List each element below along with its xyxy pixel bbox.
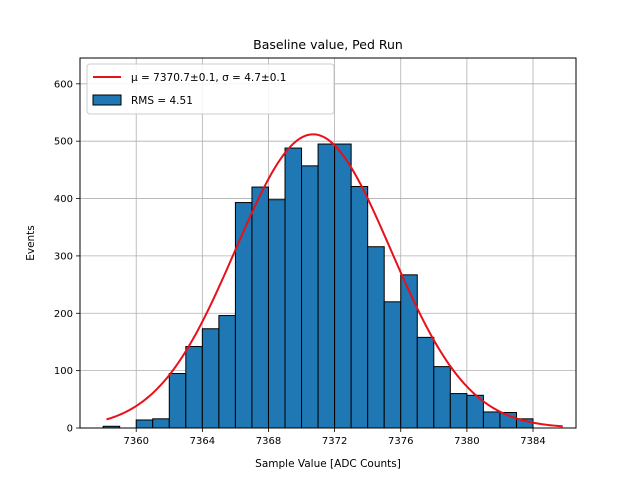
histogram-bar bbox=[400, 274, 418, 429]
legend-hist-swatch bbox=[92, 94, 122, 106]
y-tick-label: 200 bbox=[54, 309, 73, 320]
histogram-bar bbox=[350, 185, 369, 429]
histogram-bar bbox=[135, 419, 154, 429]
histogram-bar bbox=[251, 186, 269, 429]
histogram-bar bbox=[482, 411, 501, 429]
y-tick-label: 300 bbox=[54, 251, 73, 262]
chart-title: Baseline value, Ped Run bbox=[253, 37, 403, 52]
y-tick-label: 500 bbox=[54, 137, 73, 148]
histogram-bar bbox=[168, 373, 187, 429]
histogram-bars bbox=[102, 143, 534, 429]
x-tick-label: 7364 bbox=[190, 436, 215, 447]
x-tick-label: 7376 bbox=[388, 436, 413, 447]
histogram-bar bbox=[383, 301, 402, 429]
x-tick-label: 7372 bbox=[322, 436, 347, 447]
histogram-bar bbox=[218, 315, 236, 429]
gaussian-fit-curve bbox=[106, 133, 563, 428]
axis-ticks: 7360 7364 7368 7372 7376 7380 7384 0 100 200 300 40… bbox=[54, 79, 546, 447]
histogram-bar bbox=[152, 418, 170, 429]
histogram-bar bbox=[334, 143, 352, 429]
y-tick-label: 600 bbox=[54, 79, 73, 90]
histogram-bar bbox=[301, 165, 319, 429]
histogram-bar bbox=[284, 147, 303, 429]
legend-fit-label: μ = 7370.7±0.1, σ = 4.7±0.1 bbox=[131, 72, 286, 84]
legend: μ = 7370.7±0.1, σ = 4.7±0.1 RMS = 4.51 bbox=[86, 63, 335, 115]
x-tick-label: 7380 bbox=[454, 436, 479, 447]
legend-box bbox=[86, 63, 335, 115]
y-tick-label: 400 bbox=[54, 194, 73, 205]
histogram-bar bbox=[416, 336, 435, 429]
y-tick-label: 100 bbox=[54, 366, 73, 377]
x-tick-label: 7384 bbox=[520, 436, 545, 447]
legend-hist-label: RMS = 4.51 bbox=[131, 95, 193, 107]
x-tick-label: 7368 bbox=[256, 436, 281, 447]
histogram-bar bbox=[449, 393, 468, 429]
x-tick-label: 7360 bbox=[123, 436, 148, 447]
fit-curve-group bbox=[106, 133, 563, 428]
histogram-bar bbox=[433, 366, 451, 429]
plot-frame bbox=[79, 57, 577, 429]
histogram-bar bbox=[267, 199, 286, 429]
x-axis-label: Sample Value [ADC Counts] bbox=[255, 458, 401, 470]
histogram-bar bbox=[201, 328, 220, 429]
histogram-bar bbox=[234, 202, 253, 429]
y-tick-label: 0 bbox=[67, 424, 73, 435]
histogram-bar bbox=[317, 143, 336, 429]
histogram-bar bbox=[185, 346, 203, 429]
y-axis-label: Events bbox=[25, 225, 37, 261]
histogram-bar bbox=[367, 246, 385, 429]
